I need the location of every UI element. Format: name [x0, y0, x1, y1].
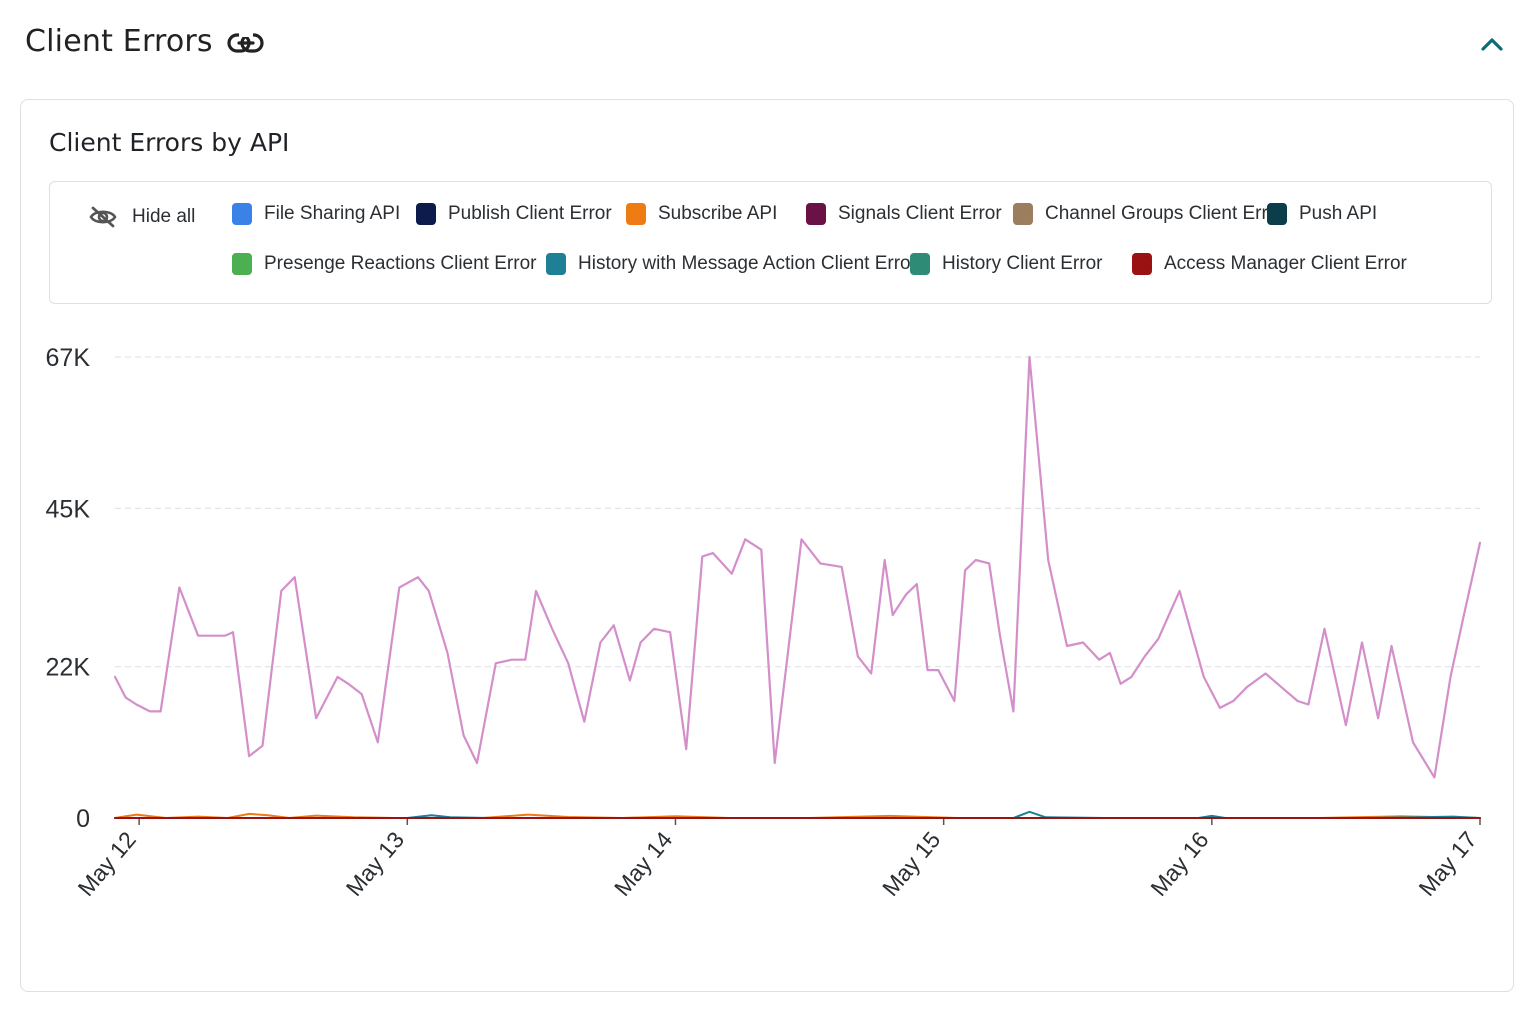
- hide-all-button[interactable]: Hide all: [88, 202, 195, 232]
- legend-item-access-manager-client-error[interactable]: Access Manager Client Error: [1132, 249, 1407, 279]
- legend-item-channel-groups-client-error[interactable]: Channel Groups Client Error: [1013, 199, 1285, 229]
- x-tick-label: May 17: [1413, 827, 1481, 902]
- legend-swatch: [416, 203, 436, 225]
- legend-swatch: [232, 203, 252, 225]
- chart-legend: Hide all File Sharing API Publish Client…: [49, 181, 1492, 304]
- x-tick-label: May 13: [341, 827, 409, 902]
- legend-swatch: [1132, 253, 1152, 275]
- legend-swatch: [806, 203, 826, 225]
- legend-item-push-api[interactable]: Push API: [1267, 199, 1377, 229]
- legend-item-signals-client-error[interactable]: Signals Client Error: [806, 199, 1002, 229]
- chart-card: Client Errors by API Hide all File Shari…: [20, 99, 1514, 992]
- legend-label: Presenge Reactions Client Error: [264, 253, 537, 274]
- chevron-up-icon[interactable]: [1478, 30, 1506, 58]
- section-title: Client Errors: [25, 24, 213, 59]
- legend-label: Publish Client Error: [448, 203, 612, 224]
- x-tick-label: May 12: [73, 827, 141, 902]
- hide-all-label: Hide all: [132, 206, 196, 227]
- y-tick-label: 0: [76, 805, 90, 833]
- legend-swatch: [546, 253, 566, 275]
- eye-off-icon: [89, 206, 117, 228]
- legend-item-publish-client-error[interactable]: Publish Client Error: [416, 199, 612, 229]
- legend-label: Subscribe API: [658, 203, 778, 224]
- y-tick-label: 67K: [46, 344, 91, 372]
- y-tick-label: 22K: [46, 654, 91, 682]
- legend-swatch: [232, 253, 252, 275]
- legend-label: History Client Error: [942, 253, 1103, 274]
- legend-label: Channel Groups Client Error: [1045, 203, 1285, 224]
- legend-item-presenge-reactions-client-error[interactable]: Presenge Reactions Client Error: [232, 249, 536, 279]
- legend-label: Signals Client Error: [838, 203, 1002, 224]
- legend-label: Access Manager Client Error: [1164, 253, 1407, 274]
- x-tick-label: May 14: [609, 826, 678, 901]
- legend-label: File Sharing API: [264, 203, 401, 224]
- legend-item-subscribe-api[interactable]: Subscribe API: [626, 199, 777, 229]
- legend-item-history-with-message-action-client-error[interactable]: History with Message Action Client Error: [546, 249, 917, 279]
- legend-swatch: [910, 253, 930, 275]
- legend-item-history-client-error[interactable]: History Client Error: [910, 249, 1102, 279]
- legend-swatch: [1267, 203, 1287, 225]
- x-tick-label: May 15: [877, 827, 945, 902]
- link-icon[interactable]: [226, 30, 266, 58]
- chart-title: Client Errors by API: [49, 128, 290, 157]
- x-tick-label: May 16: [1145, 827, 1213, 902]
- legend-swatch: [626, 203, 646, 225]
- legend-label: History with Message Action Client Error: [578, 253, 917, 274]
- series-line: [113, 355, 1482, 779]
- y-tick-label: 45K: [46, 495, 91, 523]
- legend-label: Push API: [1299, 203, 1378, 224]
- legend-swatch: [1013, 203, 1033, 225]
- legend-item-file-sharing-api[interactable]: File Sharing API: [232, 199, 400, 229]
- section-header: Client Errors: [0, 0, 1536, 90]
